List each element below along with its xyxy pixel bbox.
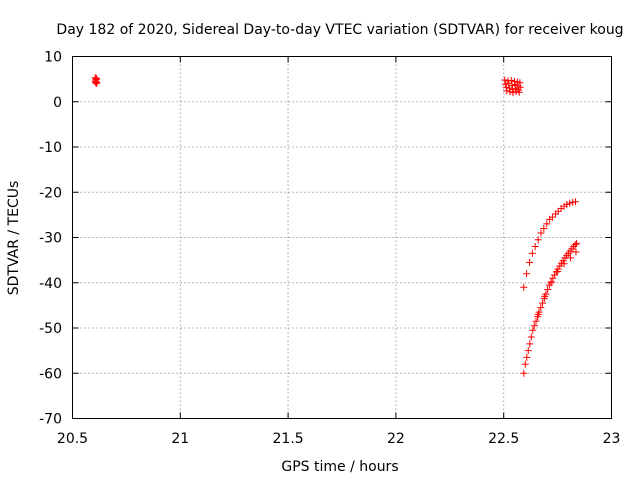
y-tick-label: 0	[53, 95, 62, 111]
x-tick-label: 23	[603, 431, 621, 447]
y-axis-label: SDTVAR / TECUs	[6, 181, 22, 296]
data-point	[530, 322, 538, 330]
x-tick-label: 22	[387, 431, 405, 447]
axis-ticks	[72, 56, 612, 419]
x-tick-label: 22.5	[488, 431, 519, 447]
data-point	[531, 243, 539, 251]
data-point	[532, 317, 540, 325]
data-point	[549, 274, 557, 282]
data-point	[520, 369, 528, 377]
data-point	[571, 241, 579, 249]
data-point	[526, 340, 534, 348]
y-tick-labels: -70 -60 -50 -40 -30 -20 -10 0 10	[39, 50, 62, 428]
data-point	[548, 213, 556, 221]
data-point	[573, 239, 581, 247]
x-tick-label: 20.5	[57, 431, 88, 447]
data-point	[544, 286, 552, 294]
data-point	[540, 224, 548, 232]
chart-title: Day 182 of 2020, Sidereal Day-to-day VTE…	[56, 22, 623, 38]
data-point	[509, 89, 517, 97]
x-tick-labels: 20.5 21 21.5 22 22.5 23	[57, 431, 621, 447]
grid	[72, 56, 612, 419]
data-point	[551, 271, 559, 279]
data-point	[507, 76, 515, 84]
data-point	[92, 74, 100, 82]
y-tick-label: -10	[39, 140, 62, 156]
y-tick-label: -20	[39, 185, 62, 201]
data-point	[523, 270, 531, 278]
y-tick-label: -60	[39, 366, 62, 382]
data-point	[516, 83, 524, 91]
data-point	[534, 236, 542, 244]
data-point	[541, 292, 549, 300]
data-point	[572, 248, 580, 256]
data-point	[539, 299, 547, 307]
data-point	[537, 304, 545, 312]
data-points	[91, 74, 581, 377]
data-point	[521, 360, 529, 368]
y-tick-label: 10	[44, 50, 62, 66]
x-axis-label: GPS time / hours	[281, 459, 398, 475]
data-point	[523, 353, 531, 361]
data-point	[524, 347, 532, 355]
data-point	[571, 198, 579, 206]
data-point	[515, 88, 523, 96]
y-tick-label: -40	[39, 276, 62, 292]
data-point	[91, 78, 99, 86]
data-point	[554, 267, 562, 275]
data-point	[526, 258, 534, 266]
data-point	[570, 243, 578, 251]
data-point	[567, 254, 575, 262]
y-tick-label: -50	[39, 321, 62, 337]
data-point	[520, 283, 528, 291]
data-point	[560, 260, 568, 268]
data-point	[543, 220, 551, 228]
y-tick-label: -70	[39, 412, 62, 428]
data-point	[534, 310, 542, 318]
x-tick-label: 21.5	[273, 431, 304, 447]
x-tick-label: 21	[171, 431, 189, 447]
data-point	[528, 249, 536, 257]
data-point	[529, 326, 537, 334]
data-point	[508, 81, 516, 89]
data-point	[527, 333, 535, 341]
y-tick-label: -30	[39, 231, 62, 247]
data-point	[501, 76, 509, 84]
data-point	[537, 229, 545, 237]
data-point	[547, 279, 555, 287]
data-point	[566, 199, 574, 207]
